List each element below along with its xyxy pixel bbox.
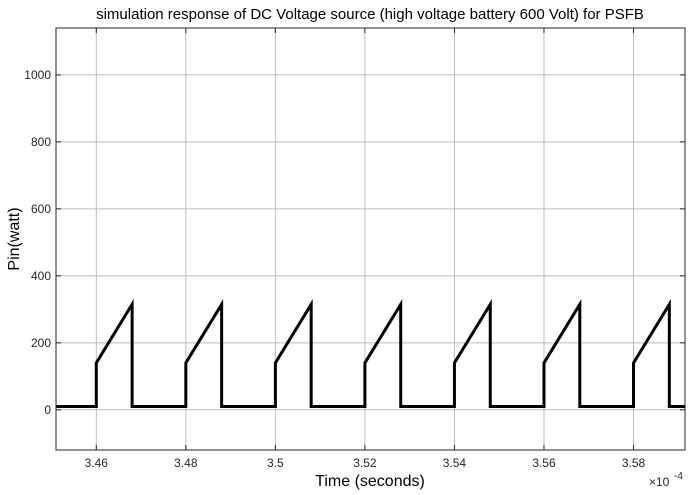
y-tick-label: 800	[31, 135, 51, 149]
x-tick-label: 3.54	[443, 456, 467, 470]
ticks: 3.46 3.48 3.5 3.52 3.54 3.56 3.58 0 200 400 600 800…	[24, 28, 685, 470]
y-axis-label: Pin(watt)	[6, 207, 23, 270]
y-tick-label: 400	[31, 269, 51, 283]
x-exponent-label: ×10	[649, 475, 670, 489]
x-tick-label: 3.52	[353, 456, 377, 470]
series-group	[56, 298, 685, 408]
x-tick-label: 3.56	[532, 456, 556, 470]
y-tick-label: 600	[31, 202, 51, 216]
x-tick-label: 3.5	[267, 456, 284, 470]
series-line	[56, 298, 685, 408]
y-tick-label: 1000	[24, 68, 51, 82]
x-tick-label: 3.46	[85, 456, 109, 470]
x-tick-label: 3.48	[174, 456, 198, 470]
x-exponent-power: -4	[674, 471, 683, 482]
x-axis-label: Time (seconds)	[315, 473, 425, 490]
plot-area	[56, 28, 685, 450]
y-tick-label: 0	[44, 403, 51, 417]
axes-box	[55, 27, 686, 451]
chart-title: simulation response of DC Voltage source…	[96, 6, 644, 23]
x-tick-label: 3.58	[622, 456, 646, 470]
grid	[56, 28, 685, 450]
y-tick-label: 200	[31, 336, 51, 350]
